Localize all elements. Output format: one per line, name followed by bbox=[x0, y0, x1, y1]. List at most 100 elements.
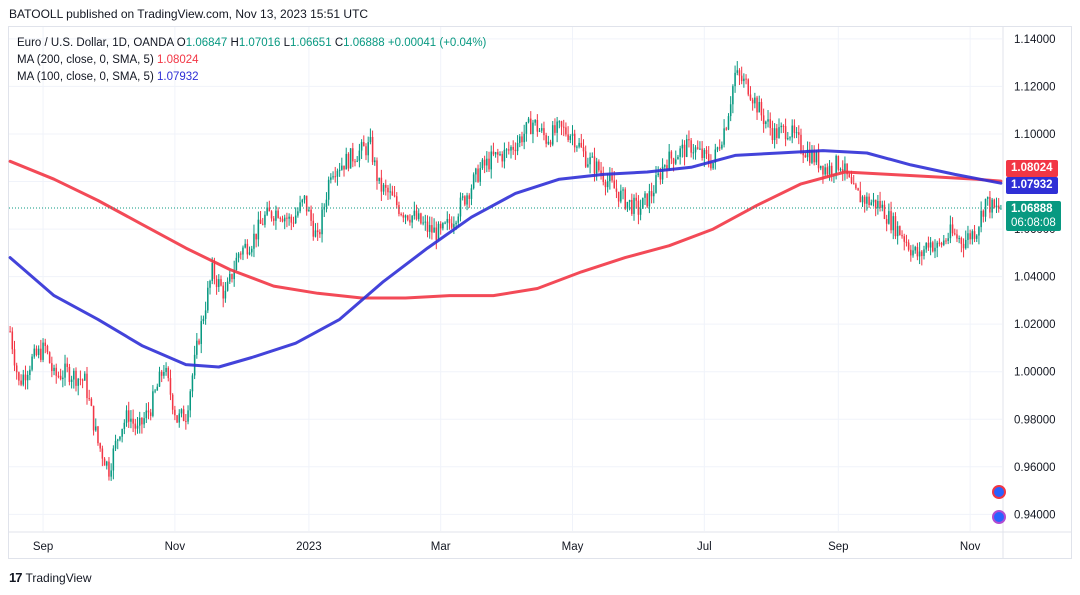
candle-body bbox=[259, 219, 262, 224]
candle-body bbox=[694, 147, 697, 153]
candle-body bbox=[789, 137, 791, 139]
candle-body bbox=[881, 204, 884, 208]
candle-body bbox=[784, 126, 787, 140]
candle-body bbox=[457, 216, 460, 223]
candle-body bbox=[475, 168, 477, 175]
candle-body bbox=[659, 173, 662, 180]
candle-body bbox=[767, 119, 769, 122]
candle-body bbox=[365, 146, 367, 156]
candle-body bbox=[925, 242, 927, 250]
candle-body bbox=[646, 193, 648, 207]
candle-body bbox=[712, 162, 714, 169]
candle-body bbox=[33, 348, 36, 357]
candle-body bbox=[275, 210, 277, 221]
candle-body bbox=[721, 144, 723, 149]
candle-body bbox=[782, 125, 785, 127]
candle-body bbox=[578, 142, 580, 147]
candle-body bbox=[395, 196, 398, 206]
candle-body bbox=[837, 155, 840, 170]
candle-body bbox=[866, 196, 868, 204]
legend-ma100-label: MA (100, close, 0, SMA, 5) bbox=[17, 71, 154, 83]
candle-body bbox=[160, 371, 163, 376]
candle-body bbox=[762, 115, 765, 125]
candle-body bbox=[376, 160, 378, 181]
candle-body bbox=[653, 192, 655, 197]
candle-body bbox=[604, 182, 607, 188]
candle-body bbox=[253, 233, 255, 249]
candle-body bbox=[562, 126, 565, 128]
candle-body bbox=[657, 173, 659, 176]
event-flag-icon[interactable] bbox=[992, 510, 1006, 524]
candle-body bbox=[859, 190, 862, 203]
candle-body bbox=[338, 169, 341, 171]
candle-body bbox=[218, 279, 220, 287]
candle-body bbox=[877, 200, 879, 209]
candle-body bbox=[305, 195, 308, 212]
candle-body bbox=[769, 119, 771, 129]
candle-body bbox=[154, 390, 156, 392]
candle-body bbox=[802, 151, 804, 156]
candle-body bbox=[975, 235, 978, 239]
candle-body bbox=[242, 247, 244, 255]
candle-body bbox=[189, 391, 192, 411]
candle-body bbox=[95, 426, 97, 431]
candle-body bbox=[171, 394, 174, 410]
candle-body bbox=[222, 285, 224, 299]
bar-countdown: 06:08:08 bbox=[1011, 217, 1056, 229]
candle-body bbox=[892, 216, 895, 231]
candle-body bbox=[677, 156, 679, 160]
event-flag-icon[interactable] bbox=[992, 485, 1006, 499]
legend-symbol: Euro / U.S. Dollar, 1D, OANDA bbox=[17, 37, 174, 49]
x-tick-label: Nov bbox=[165, 541, 186, 553]
candle-body bbox=[420, 213, 422, 224]
candle-body bbox=[844, 163, 846, 172]
candle-body bbox=[123, 422, 126, 429]
candle-body bbox=[934, 247, 936, 252]
candle-body bbox=[901, 235, 903, 237]
candle-body bbox=[703, 149, 706, 158]
candle-body bbox=[380, 177, 383, 192]
candle-body bbox=[527, 118, 530, 123]
candle-body bbox=[806, 149, 809, 158]
candle-body bbox=[813, 150, 815, 163]
candle-body bbox=[593, 156, 596, 174]
candle-body bbox=[466, 195, 468, 205]
candle-body bbox=[758, 101, 761, 113]
candle-body bbox=[53, 367, 55, 372]
candle-body bbox=[852, 183, 855, 185]
candle-body bbox=[176, 415, 178, 423]
candle-body bbox=[868, 196, 870, 206]
candle-body bbox=[540, 128, 543, 131]
candle-body bbox=[512, 146, 514, 150]
legend-low: 1.06651 bbox=[290, 37, 332, 49]
candle-body bbox=[674, 159, 677, 164]
candle-body bbox=[907, 242, 910, 250]
candle-body bbox=[556, 121, 558, 133]
candle-body bbox=[587, 164, 589, 167]
candle-body bbox=[795, 132, 798, 134]
candle-body bbox=[211, 263, 213, 281]
candle-body bbox=[639, 208, 642, 215]
candle-body bbox=[143, 418, 145, 425]
candle-body bbox=[620, 190, 622, 202]
candle-body bbox=[200, 321, 202, 344]
candle-body bbox=[923, 249, 925, 257]
candle-body bbox=[24, 374, 27, 381]
candle-body bbox=[936, 242, 938, 248]
candle-body bbox=[398, 205, 400, 214]
footer-brand: TradingView bbox=[25, 570, 92, 585]
candle-body bbox=[971, 231, 974, 240]
candle-body bbox=[233, 270, 235, 280]
candle-body bbox=[321, 209, 323, 235]
candle-body bbox=[980, 210, 982, 228]
candle-body bbox=[270, 211, 273, 219]
candle-body bbox=[9, 331, 11, 333]
candle-body bbox=[40, 348, 42, 360]
candle-body bbox=[268, 207, 271, 212]
candle-body bbox=[927, 242, 930, 248]
candle-body bbox=[31, 356, 33, 370]
candle-body bbox=[37, 348, 40, 355]
candle-body bbox=[793, 125, 796, 133]
legend-ma100-value: 1.07932 bbox=[156, 71, 199, 83]
